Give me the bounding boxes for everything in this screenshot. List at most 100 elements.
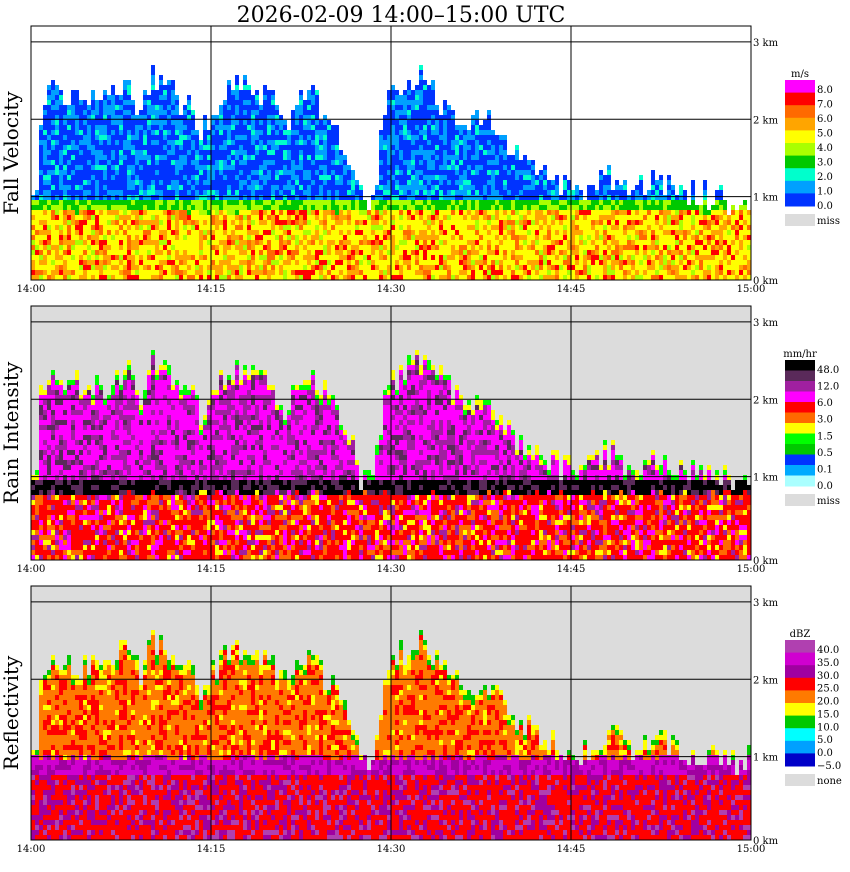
heatmap-cell	[139, 130, 143, 135]
heatmap-cell	[459, 210, 463, 215]
heatmap-cell	[267, 260, 271, 265]
heatmap-cell	[475, 195, 479, 200]
heatmap-cell	[231, 120, 235, 125]
heatmap-cell	[503, 175, 507, 180]
heatmap-cell	[419, 215, 423, 220]
heatmap-cell	[535, 265, 539, 270]
heatmap-cell	[423, 155, 427, 160]
heatmap-cell	[191, 180, 195, 185]
heatmap-cell	[335, 200, 339, 205]
heatmap-cell	[663, 220, 667, 225]
heatmap-cell	[327, 200, 331, 205]
heatmap-cell	[303, 230, 307, 235]
heatmap-cell	[627, 270, 631, 275]
heatmap-cell	[403, 255, 407, 260]
heatmap-cell	[135, 245, 139, 250]
heatmap-cell	[435, 220, 439, 225]
heatmap-cell	[243, 120, 247, 125]
heatmap-cell	[499, 160, 503, 165]
heatmap-cell	[523, 245, 527, 250]
heatmap-cell	[667, 225, 671, 230]
heatmap-cell	[83, 210, 87, 215]
heatmap-cell	[71, 240, 75, 245]
heatmap-cell	[563, 195, 567, 200]
heatmap-cell	[331, 140, 335, 145]
heatmap-cell	[427, 195, 431, 200]
heatmap-cell	[383, 245, 387, 250]
heatmap-cell	[687, 225, 691, 230]
heatmap-cell	[451, 220, 455, 225]
heatmap-cell	[35, 225, 39, 230]
heatmap-cell	[475, 175, 479, 180]
heatmap-cell	[31, 210, 35, 215]
heatmap-cell	[67, 265, 71, 270]
heatmap-cell	[387, 160, 391, 165]
heatmap-cell	[63, 145, 67, 150]
heatmap-cell	[103, 265, 107, 270]
heatmap-cell	[311, 185, 315, 190]
heatmap-cell	[447, 205, 451, 210]
heatmap-cell	[471, 275, 475, 280]
heatmap-cell	[519, 175, 523, 180]
heatmap-cell	[87, 185, 91, 190]
heatmap-cell	[539, 180, 543, 185]
heatmap-cell	[143, 225, 147, 230]
heatmap-cell	[203, 170, 207, 175]
heatmap-cell	[471, 155, 475, 160]
heatmap-cell	[107, 225, 111, 230]
heatmap-cell	[191, 220, 195, 225]
heatmap-cell	[323, 275, 327, 280]
heatmap-cell	[299, 100, 303, 105]
heatmap-cell	[475, 200, 479, 205]
heatmap-cell	[603, 245, 607, 250]
heatmap-cell	[615, 250, 619, 255]
heatmap-cell	[387, 230, 391, 235]
heatmap-cell	[419, 220, 423, 225]
heatmap-cell	[271, 155, 275, 160]
heatmap-cell	[495, 145, 499, 150]
heatmap-cell	[143, 130, 147, 135]
heatmap-cell	[291, 190, 295, 195]
heatmap-cell	[403, 275, 407, 280]
heatmap-cell	[151, 275, 155, 280]
heatmap-cell	[315, 255, 319, 260]
heatmap-cell	[523, 240, 527, 245]
heatmap-cell	[347, 180, 351, 185]
heatmap-cell	[395, 145, 399, 150]
heatmap-cell	[167, 115, 171, 120]
heatmap-cell	[339, 275, 343, 280]
heatmap-cell	[663, 230, 667, 235]
heatmap-cell	[147, 270, 151, 275]
heatmap-cell	[503, 245, 507, 250]
heatmap-cell	[115, 215, 119, 220]
heatmap-cell	[443, 120, 447, 125]
heatmap-cell	[427, 160, 431, 165]
heatmap-cell	[287, 170, 291, 175]
heatmap-cell	[59, 200, 63, 205]
heatmap-cell	[399, 225, 403, 230]
heatmap-cell	[323, 230, 327, 235]
heatmap-cell	[507, 265, 511, 270]
heatmap-cell	[179, 230, 183, 235]
heatmap-cell	[47, 115, 51, 120]
heatmap-cell	[207, 235, 211, 240]
heatmap-cell	[547, 210, 551, 215]
heatmap-cell	[231, 205, 235, 210]
heatmap-cell	[155, 145, 159, 150]
heatmap-cell	[359, 220, 363, 225]
heatmap-cell	[435, 255, 439, 260]
heatmap-cell	[383, 265, 387, 270]
heatmap-cell	[499, 195, 503, 200]
heatmap-cell	[211, 195, 215, 200]
heatmap-cell	[351, 175, 355, 180]
heatmap-cell	[599, 230, 603, 235]
heatmap-cell	[431, 95, 435, 100]
heatmap-cell	[463, 270, 467, 275]
heatmap-cell	[255, 175, 259, 180]
heatmap-cell	[143, 90, 147, 95]
heatmap-cell	[199, 140, 203, 145]
heatmap-cell	[251, 205, 255, 210]
heatmap-cell	[351, 225, 355, 230]
heatmap-cell	[247, 220, 251, 225]
heatmap-cell	[451, 140, 455, 145]
